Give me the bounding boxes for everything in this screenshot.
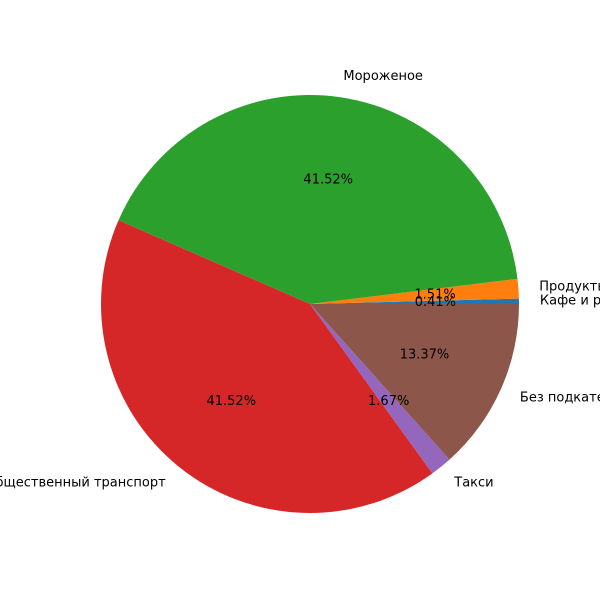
pie-wedges bbox=[101, 95, 519, 513]
slice-percent-3: 41.52% bbox=[206, 394, 256, 409]
slice-label-1: Продукты bbox=[539, 280, 600, 295]
slice-label-5: Без подкатегории bbox=[520, 390, 600, 405]
pie-slice-5 bbox=[310, 304, 519, 460]
slice-label-3: Общественный транспорт bbox=[0, 475, 166, 490]
slice-label-4: Такси bbox=[453, 476, 493, 491]
slice-percent-0: 0.41% bbox=[415, 295, 456, 310]
slice-percent-4: 1.67% bbox=[368, 394, 409, 409]
pie-slice-0 bbox=[310, 298, 519, 304]
slice-label-0: Кафе и рестораны bbox=[540, 294, 600, 309]
pie-slice-2 bbox=[118, 95, 518, 304]
pie-slice-1 bbox=[310, 278, 519, 304]
pie-slice-4 bbox=[310, 304, 450, 474]
pie-labels: Кафе и рестораны 0.41% Продукты 1.51% Мороже… bbox=[0, 69, 600, 490]
slice-percent-5: 13.37% bbox=[400, 348, 450, 363]
pie-slice-3 bbox=[101, 220, 433, 513]
slice-label-2: Мороженое bbox=[343, 69, 423, 84]
slice-percent-1: 1.51% bbox=[414, 287, 455, 302]
slice-percent-2: 41.52% bbox=[303, 172, 353, 187]
